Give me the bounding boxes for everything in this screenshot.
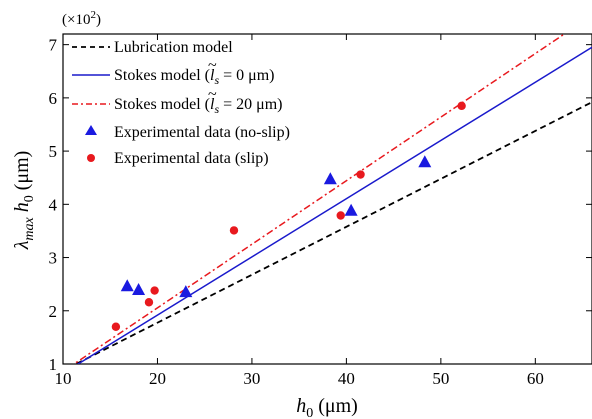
legend-tilde-2: ~ xyxy=(208,86,217,103)
x-tick-label-50: 50 xyxy=(432,369,449,388)
slip-point-4 xyxy=(336,211,345,220)
legend-stokes-20-suffix: = 20 μm) xyxy=(219,96,282,113)
no-slip-point-3 xyxy=(323,172,337,185)
y-label-sub-max: max xyxy=(22,217,37,241)
legend-label-stokes-20: Stokes model (ls = 20 μm) xyxy=(114,96,283,116)
slip-point-2 xyxy=(150,286,159,295)
y-axis-label: λmax h0 (μm) xyxy=(11,151,37,251)
x-axis-label: h0 (μm) xyxy=(296,395,358,419)
y-multiplier: (×102) xyxy=(62,9,101,28)
legend-marker-no-slip xyxy=(85,125,97,135)
x-label-sub: 0 xyxy=(306,406,313,419)
legend-label-lubrication: Lubrication model xyxy=(114,39,233,56)
slip-point-3 xyxy=(229,226,239,235)
no-slip-point-0 xyxy=(120,279,134,292)
y-label-unit: (μm) xyxy=(11,151,33,196)
y-multiplier-suffix: ) xyxy=(96,12,101,28)
x-tick-label-20: 20 xyxy=(149,369,166,388)
y-multiplier-prefix: (×10 xyxy=(62,12,90,28)
legend-stokes-20-prefix: Stokes model ( xyxy=(114,96,210,113)
no-slip-point-5 xyxy=(418,155,432,168)
slip-point-1 xyxy=(144,298,154,307)
y-tick-label-7: 7 xyxy=(49,36,58,55)
legend-stokes-0-suffix: = 0 μm) xyxy=(219,67,274,84)
series-line-2 xyxy=(72,34,566,364)
slip-point-5 xyxy=(356,170,365,179)
legend-label-no-slip: Experimental data (no-slip) xyxy=(114,124,290,141)
y-tick-label-6: 6 xyxy=(49,89,58,108)
y-tick-label-3: 3 xyxy=(49,249,58,268)
slip-point-6 xyxy=(457,101,466,111)
y-tick-label-4: 4 xyxy=(49,195,58,214)
x-label-h: h xyxy=(296,395,306,417)
y-label-sub-0: 0 xyxy=(22,195,37,202)
axis-ticks: 10 20 30 40 50 60 1 2 3 4 5 6 7 xyxy=(49,34,592,388)
x-tick-label-10: 10 xyxy=(55,369,72,388)
no-slip-point-1 xyxy=(132,283,146,296)
legend-tilde-1: ~ xyxy=(208,57,217,74)
legend-stokes-0-sub: s xyxy=(214,73,219,87)
y-tick-label-1: 1 xyxy=(49,355,58,374)
slip-point-0 xyxy=(111,322,121,331)
x-tick-label-60: 60 xyxy=(527,369,544,388)
legend-stokes-0-prefix: Stokes model ( xyxy=(114,67,210,84)
x-label-unit: (μm) xyxy=(313,395,358,417)
legend-label-slip: Experimental data (slip) xyxy=(114,150,269,167)
y-label-lambda: λ xyxy=(11,240,33,250)
series-line-0 xyxy=(74,101,592,364)
y-multiplier-exp: 2 xyxy=(90,9,96,21)
series-line-1 xyxy=(76,46,592,364)
legend-label-stokes-0: Stokes model (ls = 0 μm) xyxy=(114,67,275,87)
y-label-h: h xyxy=(11,202,33,217)
y-tick-label-5: 5 xyxy=(49,142,58,161)
x-tick-label-40: 40 xyxy=(338,369,355,388)
y-tick-label-2: 2 xyxy=(49,302,58,321)
plot-frame xyxy=(62,33,592,365)
no-slip-point-2 xyxy=(179,285,193,298)
legend-stokes-20-sym: l xyxy=(210,96,215,113)
legend-marker-slip xyxy=(87,154,95,162)
no-slip-point-4 xyxy=(344,203,358,216)
x-tick-label-30: 30 xyxy=(243,369,260,388)
legend: Lubrication model Stokes model (ls = 0 μ… xyxy=(72,39,290,167)
legend-stokes-0-sym: l xyxy=(210,67,215,84)
model-lines xyxy=(72,34,592,364)
data-markers xyxy=(111,101,466,331)
legend-stokes-20-sub: s xyxy=(214,102,219,116)
